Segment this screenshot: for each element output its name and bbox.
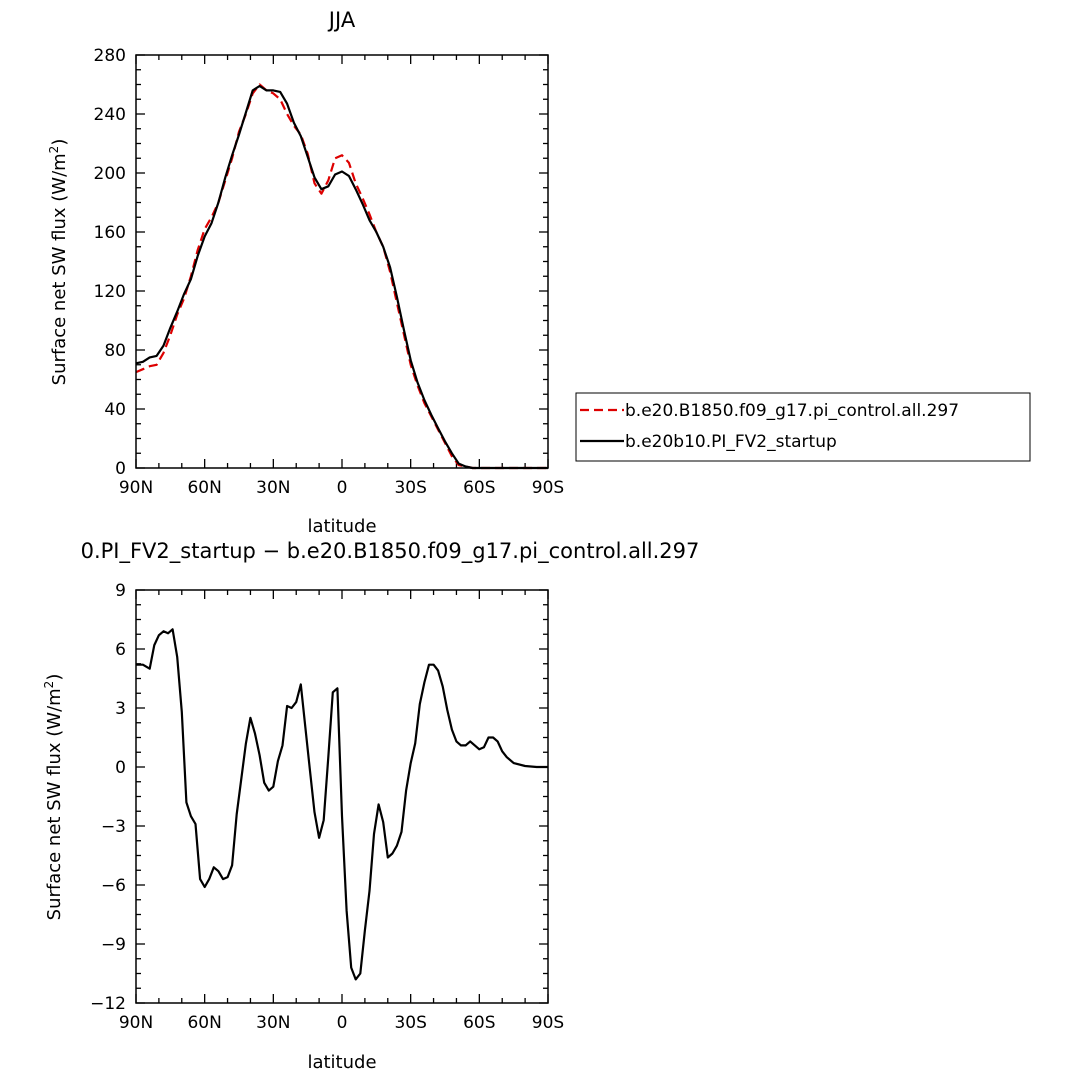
top-y-tick-label: 200 <box>94 164 126 184</box>
bottom-x-tick-label: 90N <box>119 1013 153 1033</box>
bottom-y-axis-label-sup: 2 <box>42 681 56 689</box>
top-x-tick-label: 60N <box>187 478 221 498</box>
legend-label-series-2: b.e20b10.PI_FV2_startup <box>625 432 837 452</box>
bottom-y-axis-label-main: Surface net SW flux (W/m <box>44 688 65 920</box>
bottom-panel: 0.PI_FV2_startup − b.e20.B1850.f09_g17.p… <box>42 539 699 1073</box>
bottom-chart-axes: 90N 60N 30N 0 30S 60S 90S −12 −9 −6 −3 0 3 6 9 <box>90 581 564 1033</box>
bottom-chart-title: 0.PI_FV2_startup − b.e20.B1850.f09_g17.p… <box>81 539 700 564</box>
top-y-axis-label-sup: 2 <box>47 146 61 154</box>
bottom-series-line-1 <box>136 628 548 981</box>
bottom-y-tick-label: −3 <box>101 817 126 837</box>
top-plot-frame <box>135 54 549 469</box>
bottom-x-tick-label: 30S <box>394 1013 426 1033</box>
top-series-line-1 <box>135 83 548 470</box>
top-y-tick-label: 80 <box>104 341 126 361</box>
bottom-x-tick-label: 30N <box>256 1013 290 1033</box>
top-y-tick-label: 240 <box>94 105 126 125</box>
top-y-tick-label: 40 <box>104 400 126 420</box>
legend-label-series-1: b.e20.B1850.f09_g17.pi_control.all.297 <box>625 401 959 421</box>
top-chart-series <box>135 83 548 470</box>
top-x-tick-label: 30S <box>394 478 426 498</box>
top-x-tick-label: 30N <box>256 478 290 498</box>
bottom-y-tick-label: 9 <box>115 581 126 601</box>
top-chart-axes: 90N 60N 30N 0 30S 60S 90S 0 40 80 120 160 200 240 280 <box>94 46 565 498</box>
bottom-chart-series <box>136 628 548 981</box>
top-y-tick-label: 0 <box>115 459 126 479</box>
top-panel: JJA 90N 60N 30N 0 30S 60S 90S 0 40 80 120 160 200 240… <box>47 8 564 537</box>
bottom-x-tick-label: 60N <box>187 1013 221 1033</box>
bottom-x-tick-label: 0 <box>337 1013 348 1033</box>
top-x-tick-label: 0 <box>337 478 348 498</box>
top-y-axis-label-main: Surface net SW flux (W/m <box>49 153 70 385</box>
top-y-tick-label: 160 <box>94 223 126 243</box>
bottom-y-tick-label: −9 <box>101 935 126 955</box>
bottom-plot-frame <box>135 589 549 1004</box>
bottom-x-tick-label: 90S <box>532 1013 564 1033</box>
top-x-tick-label: 90N <box>119 478 153 498</box>
bottom-x-tick-label: 60S <box>463 1013 495 1033</box>
top-y-tick-label: 120 <box>94 282 126 302</box>
top-chart-title: JJA <box>327 8 356 32</box>
bottom-y-tick-label: 6 <box>115 640 126 660</box>
bottom-y-axis-label-end: ) <box>44 674 65 681</box>
top-y-tick-label: 280 <box>94 46 126 66</box>
top-x-tick-label: 60S <box>463 478 495 498</box>
legend: b.e20.B1850.f09_g17.pi_control.all.297 b… <box>575 392 1031 462</box>
top-series-line-2 <box>135 84 548 470</box>
bottom-y-tick-label: −12 <box>90 994 126 1014</box>
bottom-y-tick-label: −6 <box>101 876 126 896</box>
top-x-tick-label: 90S <box>532 478 564 498</box>
bottom-y-axis-label: Surface net SW flux (W/m2) <box>42 674 65 921</box>
top-y-axis-label-end: ) <box>49 139 70 146</box>
bottom-y-tick-label: 0 <box>115 758 126 778</box>
legend-box <box>575 392 1031 462</box>
top-x-axis-label: latitude <box>307 516 376 537</box>
top-y-axis-label: Surface net SW flux (W/m2) <box>47 139 70 386</box>
bottom-x-axis-label: latitude <box>307 1052 376 1073</box>
bottom-y-tick-label: 3 <box>115 699 126 719</box>
